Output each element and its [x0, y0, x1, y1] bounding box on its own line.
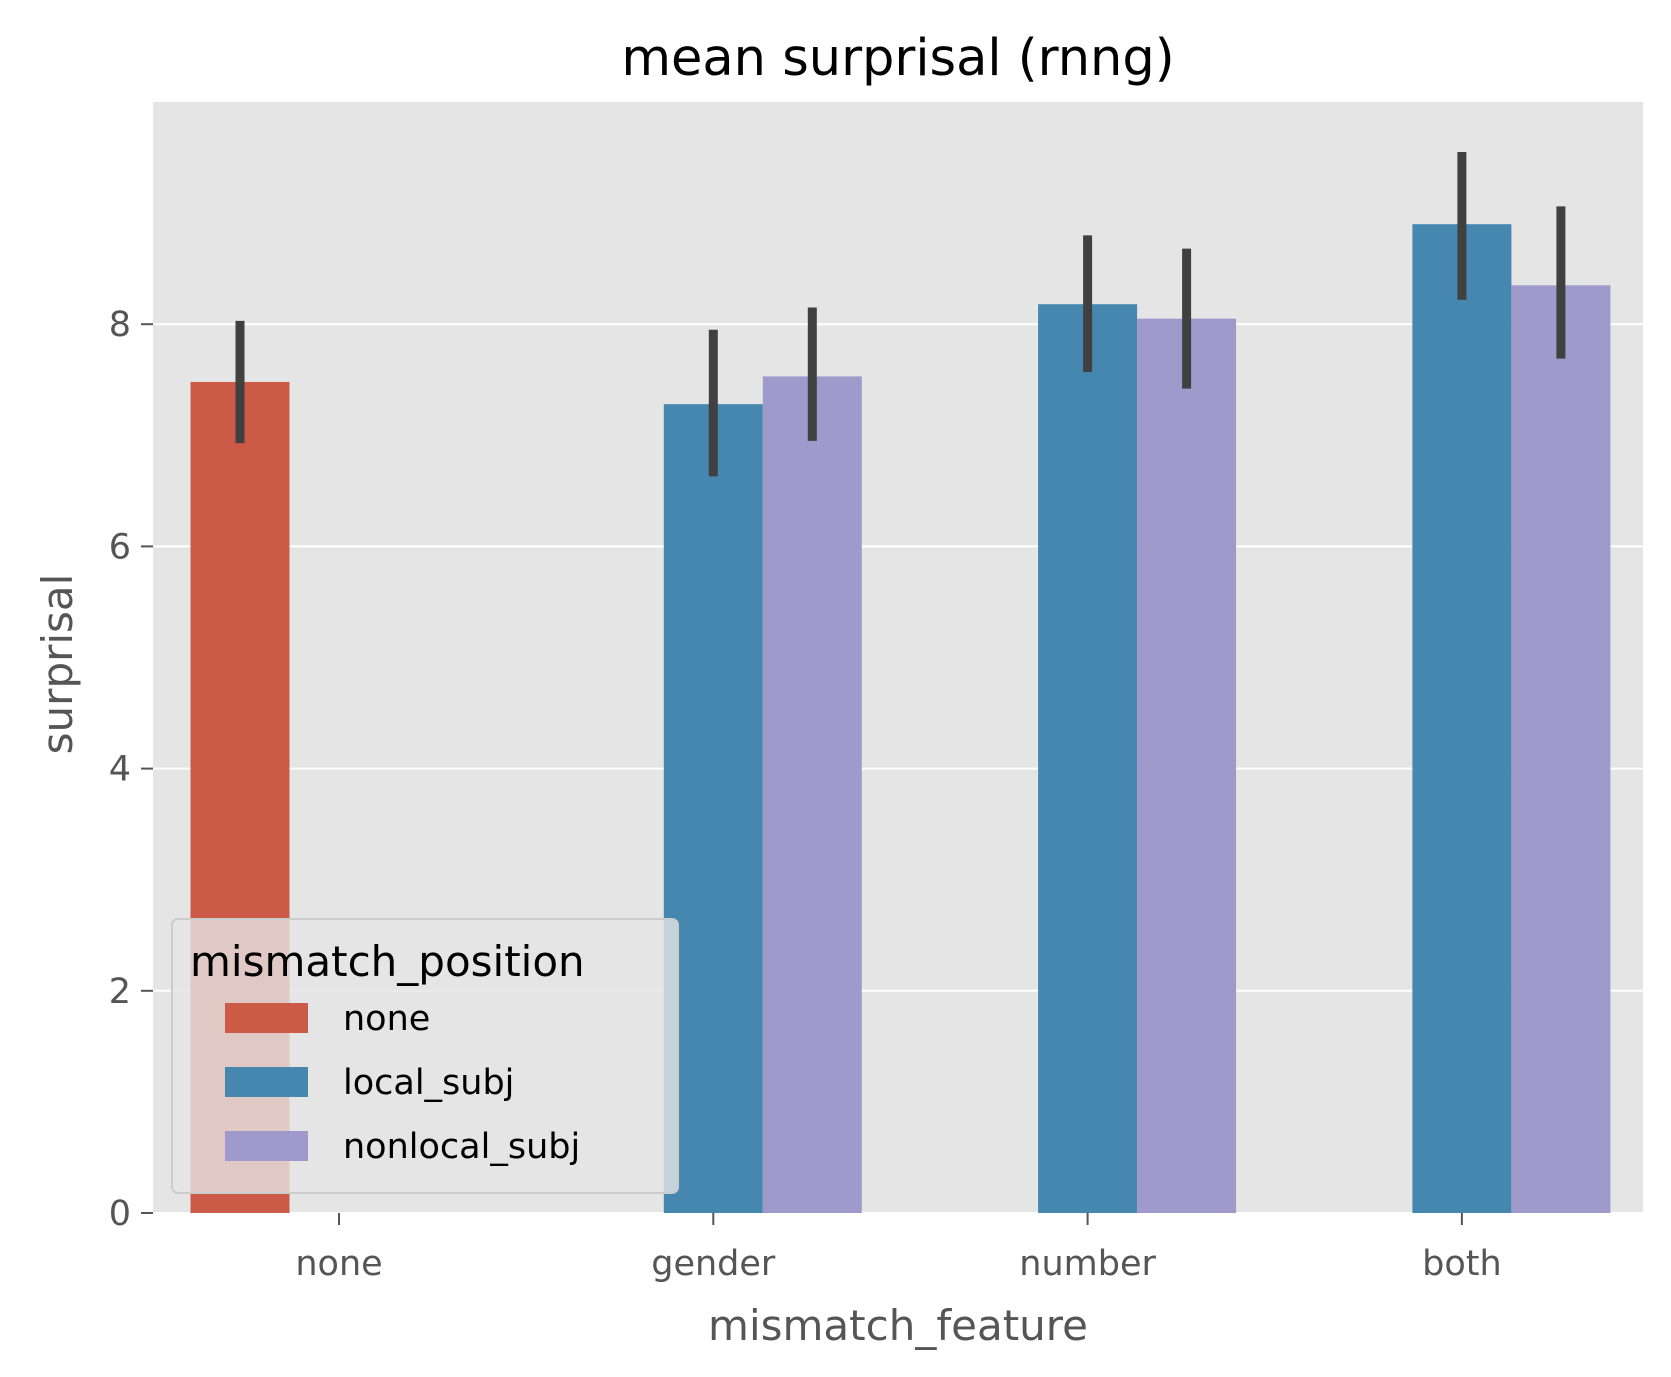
y-tick-label: 6 [109, 527, 131, 567]
bar-local_subj-gender [663, 404, 763, 1213]
legend-box [171, 918, 679, 1194]
x-axis-label: mismatch_feature [708, 1301, 1088, 1350]
y-axis-label: surprisal [33, 574, 82, 755]
x-tick-label: number [1019, 1244, 1156, 1284]
y-tick-label: 4 [109, 750, 131, 790]
legend-swatch [225, 1067, 308, 1097]
x-tick-label: gender [651, 1244, 776, 1284]
x-tick-label: none [295, 1244, 382, 1284]
x-tick-label: both [1422, 1244, 1502, 1284]
legend-swatch [225, 1003, 308, 1033]
bar-nonlocal_subj-both [1511, 285, 1611, 1213]
x-axis-ticks: none gender number both [295, 1213, 1502, 1284]
legend-title: mismatch_position [190, 937, 585, 986]
bars [190, 224, 1611, 1213]
bar-local_subj-number [1038, 304, 1138, 1213]
chart-title: mean surprisal (rnng) [621, 29, 1174, 88]
legend-swatch [225, 1131, 308, 1161]
y-axis-ticks: 0 2 4 6 8 [109, 305, 153, 1234]
y-tick-label: 2 [109, 972, 131, 1012]
legend-items: none local_subj nonlocal_subj [225, 999, 580, 1167]
legend-label: local_subj [343, 1063, 514, 1103]
legend-label: none [343, 999, 430, 1039]
legend: mismatch_position none local_subj nonlocal… [171, 918, 679, 1194]
legend-label: nonlocal_subj [343, 1127, 580, 1167]
bar-local_subj-both [1412, 224, 1512, 1213]
bar-nonlocal_subj-gender [762, 376, 862, 1213]
error-bars [235, 151, 1566, 477]
y-tick-label: 0 [109, 1194, 131, 1234]
bar-nonlocal_subj-number [1137, 318, 1237, 1213]
y-tick-label: 8 [109, 305, 131, 345]
